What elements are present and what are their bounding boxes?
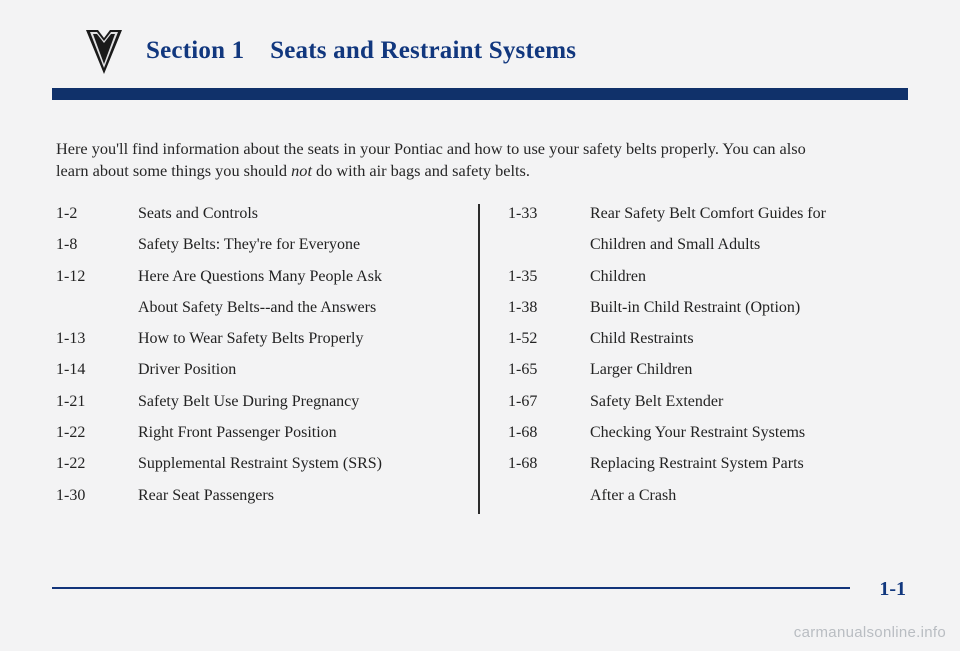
toc-page: 1-68	[508, 454, 570, 482]
pontiac-logo-icon	[84, 28, 124, 74]
toc-title: How to Wear Safety Belts Properly	[138, 329, 460, 357]
section-title: Section 1 Seats and Restraint Systems	[146, 37, 576, 65]
toc-title: Replacing Restraint System Parts	[590, 454, 898, 482]
intro-line2b: do with air bags and safety belts.	[312, 161, 530, 180]
header-rule	[52, 88, 908, 100]
toc-page: 1-8	[56, 235, 118, 263]
toc-page: 1-30	[56, 486, 118, 514]
toc-title: Checking Your Restraint Systems	[590, 423, 898, 451]
table-of-contents: 1-2 Seats and Controls 1-8 Safety Belts: T…	[52, 204, 908, 514]
toc-title: Seats and Controls	[138, 204, 460, 232]
toc-title: Safety Belts: They're for Everyone	[138, 235, 460, 263]
intro-line2a: learn about some things you should	[56, 161, 291, 180]
toc-page: 1-13	[56, 329, 118, 357]
toc-page	[508, 486, 570, 514]
intro-not: not	[291, 161, 312, 180]
page-number: 1-1	[879, 578, 906, 601]
toc-page	[56, 298, 118, 326]
toc-title: About Safety Belts--and the Answers	[138, 298, 460, 326]
section-header: Section 1 Seats and Restraint Systems	[52, 28, 908, 74]
toc-page: 1-22	[56, 423, 118, 451]
toc-title: Children	[590, 267, 898, 295]
toc-page	[508, 235, 570, 263]
toc-column-left: 1-2 Seats and Controls 1-8 Safety Belts: T…	[52, 204, 460, 514]
toc-page: 1-38	[508, 298, 570, 326]
toc-title: Here Are Questions Many People Ask	[138, 267, 460, 295]
toc-title: Driver Position	[138, 360, 460, 388]
toc-title: Right Front Passenger Position	[138, 423, 460, 451]
toc-title: Rear Safety Belt Comfort Guides for	[590, 204, 898, 232]
toc-page: 1-35	[508, 267, 570, 295]
toc-title: Supplemental Restraint System (SRS)	[138, 454, 460, 482]
toc-page: 1-52	[508, 329, 570, 357]
toc-page: 1-33	[508, 204, 570, 232]
toc-divider	[478, 204, 480, 514]
toc-title: Child Restraints	[590, 329, 898, 357]
toc-page: 1-2	[56, 204, 118, 232]
toc-title: Larger Children	[590, 360, 898, 388]
toc-column-right: 1-33Rear Safety Belt Comfort Guides for …	[508, 204, 898, 514]
toc-title: Safety Belt Extender	[590, 392, 898, 420]
section-name: Seats and Restraint Systems	[270, 37, 576, 64]
toc-title: Safety Belt Use During Pregnancy	[138, 392, 460, 420]
toc-page: 1-65	[508, 360, 570, 388]
toc-title: Children and Small Adults	[590, 235, 898, 263]
toc-page: 1-12	[56, 267, 118, 295]
toc-title: Rear Seat Passengers	[138, 486, 460, 514]
intro-paragraph: Here you'll find information about the s…	[56, 138, 892, 182]
intro-line1: Here you'll find information about the s…	[56, 139, 806, 158]
toc-title: Built-in Child Restraint (Option)	[590, 298, 898, 326]
toc-title: After a Crash	[590, 486, 898, 514]
manual-page: Section 1 Seats and Restraint Systems He…	[0, 0, 960, 651]
toc-page: 1-22	[56, 454, 118, 482]
section-label: Section 1	[146, 37, 244, 64]
watermark: carmanualsonline.info	[794, 624, 946, 641]
toc-page: 1-68	[508, 423, 570, 451]
toc-page: 1-21	[56, 392, 118, 420]
footer-rule	[52, 587, 850, 589]
toc-page: 1-14	[56, 360, 118, 388]
toc-page: 1-67	[508, 392, 570, 420]
